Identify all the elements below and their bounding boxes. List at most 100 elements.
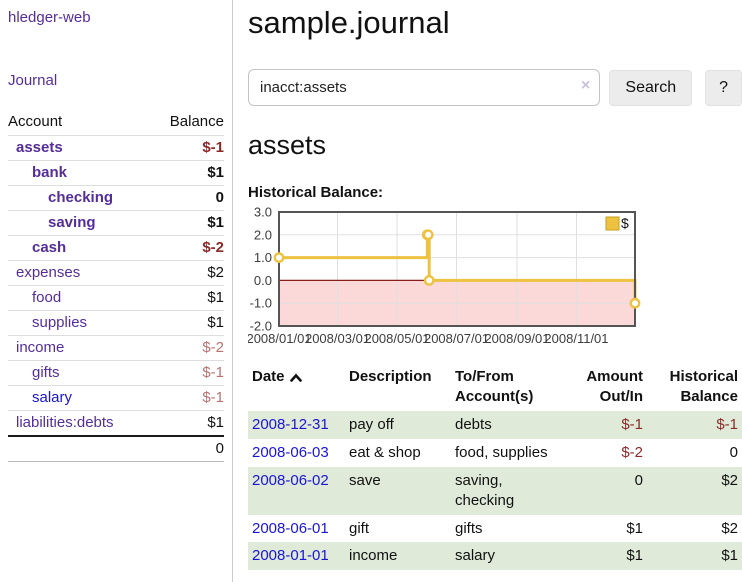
page-title: sample.journal <box>248 5 450 40</box>
account-link-liabilities-debts[interactable]: liabilities:debts <box>16 414 114 431</box>
transaction-row[interactable]: 2008-12-31 pay off debts $-1 $-1 <box>248 411 742 440</box>
transaction-description: income <box>349 547 398 565</box>
account-link-cash[interactable]: cash <box>32 239 67 256</box>
svg-text:2008/11/01: 2008/11/01 <box>544 331 608 346</box>
account-row: expenses $2 <box>8 260 224 286</box>
transaction-balance: $1 <box>721 547 738 565</box>
column-header-date[interactable]: Date <box>248 365 345 412</box>
transaction-amount: 0 <box>634 471 643 489</box>
transaction-accounts: salary <box>455 547 496 565</box>
account-link-salary[interactable]: salary <box>32 389 73 406</box>
svg-text:2008/05/01: 2008/05/01 <box>364 331 429 346</box>
account-balance: $-1 <box>202 364 224 381</box>
search-input[interactable] <box>248 69 601 107</box>
account-balance: $1 <box>207 314 224 331</box>
account-row: income $-2 <box>8 335 224 361</box>
svg-text:0.0: 0.0 <box>254 273 272 288</box>
transaction-amount: $1 <box>626 547 643 565</box>
transaction-balance: $-1 <box>716 416 738 434</box>
svg-text:2008/03/01: 2008/03/01 <box>305 331 370 346</box>
svg-text:3.0: 3.0 <box>254 207 272 220</box>
account-balance: $-2 <box>202 339 224 356</box>
account-link-supplies[interactable]: supplies <box>32 314 88 331</box>
transaction-accounts: food, supplies <box>455 444 548 462</box>
transaction-description: pay off <box>349 416 394 434</box>
search-form: × Search ? <box>248 69 742 107</box>
sidebar-item-journal[interactable]: Journal <box>8 72 58 89</box>
account-row: cash $-2 <box>8 235 224 261</box>
account-balance: $1 <box>207 414 224 431</box>
sidebar: hledger-web Journal Account Balance asse… <box>0 0 233 582</box>
balance-chart: $3.0 2.0 1.0 0.0 -1.0 -2.02008/01/012008/03/0… <box>248 207 641 346</box>
search-box: × <box>248 69 601 107</box>
register-table: Date Description To/From Account(s) Amou… <box>248 365 742 571</box>
account-row: checking 0 <box>8 185 224 211</box>
account-link-saving[interactable]: saving <box>48 214 96 231</box>
transaction-date-link[interactable]: 2008-12-31 <box>252 416 329 434</box>
account-balance: $-1 <box>202 139 224 156</box>
transaction-date-link[interactable]: 2008-06-01 <box>252 519 329 537</box>
accounts-total-row: 0 <box>8 436 224 462</box>
svg-text:2008/09/01: 2008/09/01 <box>484 331 549 346</box>
account-link-bank[interactable]: bank <box>32 164 68 181</box>
transaction-amount: $-2 <box>621 444 643 462</box>
transaction-row[interactable]: 2008-01-01 income salary $1 $1 <box>248 542 742 571</box>
column-header-amount: Amount Out/In <box>586 367 643 405</box>
transaction-row[interactable]: 2008-06-02 save saving, checking 0 $2 <box>248 466 742 515</box>
account-balance: 0 <box>215 189 224 206</box>
main-content: sample.journal × Search ? assets Histori… <box>248 0 742 571</box>
account-row: liabilities:debts $1 <box>8 410 224 437</box>
app-brand-link[interactable]: hledger-web <box>8 9 91 26</box>
account-link-income[interactable]: income <box>16 339 65 356</box>
transaction-accounts: saving, checking <box>455 471 515 509</box>
account-link-checking[interactable]: checking <box>48 189 114 206</box>
transaction-description: eat & shop <box>349 444 421 462</box>
account-balance: $-2 <box>202 239 224 256</box>
transaction-row[interactable]: 2008-06-03 eat & shop food, supplies $-2 0 <box>248 439 742 467</box>
svg-text:-2.0: -2.0 <box>250 318 272 333</box>
account-link-food[interactable]: food <box>32 289 62 306</box>
account-link-assets[interactable]: assets <box>16 139 63 156</box>
accounts-table-body: assets $-1 bank $1 checking 0 saving $1 cash $-2 e… <box>8 135 224 437</box>
svg-text:2008/01/01: 2008/01/01 <box>248 331 312 346</box>
transaction-accounts: gifts <box>455 519 483 537</box>
transaction-balance: $2 <box>721 471 738 489</box>
transaction-description: save <box>349 471 381 489</box>
account-balance: $-1 <box>202 389 224 406</box>
column-header-balance: Historical Balance <box>669 367 738 405</box>
account-row: bank $1 <box>8 160 224 186</box>
transaction-date-link[interactable]: 2008-01-01 <box>252 547 329 565</box>
accounts-header-account: Account <box>8 113 63 130</box>
transaction-row[interactable]: 2008-06-01 gift gifts $1 $2 <box>248 515 742 543</box>
accounts-total-value: 0 <box>215 440 224 457</box>
search-button[interactable]: Search <box>609 69 693 106</box>
transaction-amount: $-1 <box>621 416 643 434</box>
transaction-date-link[interactable]: 2008-06-03 <box>252 444 329 462</box>
account-row: assets $-1 <box>8 135 224 161</box>
svg-text:1.0: 1.0 <box>254 250 272 265</box>
transaction-balance: $2 <box>721 519 738 537</box>
column-header-accounts: To/From Account(s) <box>455 367 534 405</box>
account-row: gifts $-1 <box>8 360 224 386</box>
account-link-gifts[interactable]: gifts <box>32 364 60 381</box>
account-heading: assets <box>248 130 327 161</box>
account-row: salary $-1 <box>8 385 224 411</box>
transaction-accounts: debts <box>455 416 492 434</box>
transaction-balance: 0 <box>729 444 738 462</box>
account-row: food $1 <box>8 285 224 311</box>
column-header-description: Description <box>349 367 432 385</box>
chart-label: Historical Balance: <box>248 183 384 201</box>
transaction-description: gift <box>349 519 370 537</box>
svg-text:$: $ <box>621 215 629 231</box>
register-header-row: Date Description To/From Account(s) Amou… <box>248 365 742 412</box>
account-balance: $1 <box>207 214 224 231</box>
account-balance: $2 <box>207 264 224 281</box>
account-balance: $1 <box>207 164 224 181</box>
account-row: supplies $1 <box>8 310 224 336</box>
transaction-date-link[interactable]: 2008-06-02 <box>252 471 329 489</box>
account-link-expenses[interactable]: expenses <box>16 264 81 281</box>
clear-search-icon[interactable]: × <box>581 77 591 95</box>
svg-text:2008/07/01: 2008/07/01 <box>424 331 489 346</box>
register-table-body: 2008-12-31 pay off debts $-1 $-1 2008-06-03 ea… <box>248 411 742 571</box>
help-button[interactable]: ? <box>705 69 742 106</box>
